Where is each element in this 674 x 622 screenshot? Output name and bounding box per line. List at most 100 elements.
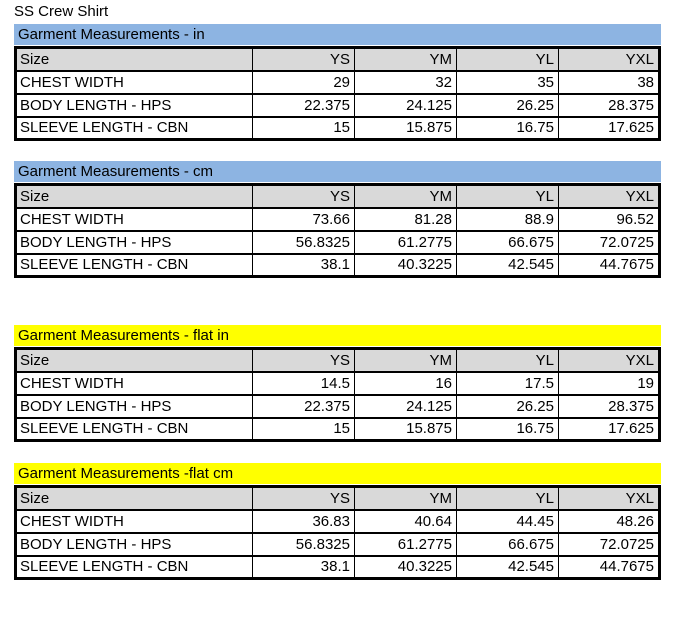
measurement-value: 42.545 bbox=[456, 252, 559, 278]
column-header-yxl: YXL bbox=[558, 347, 660, 373]
measurement-value: 15.875 bbox=[354, 115, 457, 141]
measurement-value: 16.75 bbox=[456, 416, 559, 442]
table-row: BODY LENGTH - HPS 22.375 24.125 26.25 28.375 bbox=[15, 393, 660, 419]
measurement-value: 24.125 bbox=[354, 92, 457, 118]
measurement-value: 42.545 bbox=[456, 554, 559, 580]
page-title: SS Crew Shirt bbox=[14, 3, 109, 20]
table-row: SLEEVE LENGTH - CBN 15 15.875 16.75 17.625 bbox=[15, 115, 660, 141]
column-header-size: Size bbox=[15, 347, 253, 373]
measurement-value: 28.375 bbox=[558, 92, 660, 118]
table-row: SLEEVE LENGTH - CBN 38.1 40.3225 42.545 44.7… bbox=[15, 252, 660, 278]
measurement-value: 22.375 bbox=[252, 393, 355, 419]
measurement-value: 28.375 bbox=[558, 393, 660, 419]
column-header-size: Size bbox=[15, 485, 253, 511]
measurement-value: 36.83 bbox=[252, 508, 355, 534]
measurement-value: 56.8325 bbox=[252, 531, 355, 557]
table-row: SLEEVE LENGTH - CBN 38.1 40.3225 42.545 44.7… bbox=[15, 554, 660, 580]
measurement-value: 16 bbox=[354, 370, 457, 396]
measurement-value: 26.25 bbox=[456, 92, 559, 118]
measurement-value: 96.52 bbox=[558, 206, 660, 232]
measurement-value: 61.2775 bbox=[354, 229, 457, 255]
table-row: BODY LENGTH - HPS 22.375 24.125 26.25 28.375 bbox=[15, 92, 660, 118]
table-title-banner: Garment Measurements - cm bbox=[14, 161, 661, 182]
table-header-row: Size YS YM YL YXL bbox=[15, 183, 660, 209]
table-row: CHEST WIDTH 73.66 81.28 88.9 96.52 bbox=[15, 206, 660, 232]
measurement-label: SLEEVE LENGTH - CBN bbox=[15, 115, 253, 141]
table-header-row: Size YS YM YL YXL bbox=[15, 46, 660, 72]
measurement-value: 66.675 bbox=[456, 229, 559, 255]
column-header-ym: YM bbox=[354, 46, 457, 72]
column-header-ys: YS bbox=[252, 347, 355, 373]
measurement-value: 19 bbox=[558, 370, 660, 396]
column-header-ys: YS bbox=[252, 485, 355, 511]
column-header-ym: YM bbox=[354, 485, 457, 511]
measurement-table: Size YS YM YL YXL CHEST WIDTH 73.66 81.28 88.9… bbox=[14, 183, 661, 278]
measurement-label: SLEEVE LENGTH - CBN bbox=[15, 416, 253, 442]
measurement-value: 72.0725 bbox=[558, 531, 660, 557]
measurement-value: 44.7675 bbox=[558, 252, 660, 278]
table-title-banner: Garment Measurements - flat in bbox=[14, 325, 661, 346]
column-header-ym: YM bbox=[354, 347, 457, 373]
measurement-label: SLEEVE LENGTH - CBN bbox=[15, 252, 253, 278]
measurement-section: Garment Measurements - in Size YS YM YL YXL… bbox=[14, 24, 661, 141]
measurement-value: 73.66 bbox=[252, 206, 355, 232]
measurement-value: 17.625 bbox=[558, 115, 660, 141]
measurement-section: Garment Measurements - flat in Size YS YM… bbox=[14, 325, 661, 442]
measurement-value: 48.26 bbox=[558, 508, 660, 534]
column-header-yl: YL bbox=[456, 485, 559, 511]
measurement-value: 15 bbox=[252, 115, 355, 141]
measurement-value: 35 bbox=[456, 69, 559, 95]
measurement-value: 15.875 bbox=[354, 416, 457, 442]
measurement-table: Size YS YM YL YXL CHEST WIDTH 14.5 16 17.5 19 BO… bbox=[14, 347, 661, 442]
measurement-value: 81.28 bbox=[354, 206, 457, 232]
column-header-size: Size bbox=[15, 183, 253, 209]
table-row: SLEEVE LENGTH - CBN 15 15.875 16.75 17.625 bbox=[15, 416, 660, 442]
table-title-banner: Garment Measurements -flat cm bbox=[14, 463, 661, 484]
column-header-ys: YS bbox=[252, 46, 355, 72]
measurement-value: 24.125 bbox=[354, 393, 457, 419]
measurement-label: BODY LENGTH - HPS bbox=[15, 393, 253, 419]
column-header-yl: YL bbox=[456, 46, 559, 72]
column-header-size: Size bbox=[15, 46, 253, 72]
measurement-table: Size YS YM YL YXL CHEST WIDTH 36.83 40.64 44.4… bbox=[14, 485, 661, 580]
measurement-value: 56.8325 bbox=[252, 229, 355, 255]
measurement-label: CHEST WIDTH bbox=[15, 206, 253, 232]
measurement-value: 38.1 bbox=[252, 554, 355, 580]
table-title-banner: Garment Measurements - in bbox=[14, 24, 661, 45]
column-header-yl: YL bbox=[456, 347, 559, 373]
table-row: CHEST WIDTH 36.83 40.64 44.45 48.26 bbox=[15, 508, 660, 534]
table-header-row: Size YS YM YL YXL bbox=[15, 347, 660, 373]
measurement-value: 14.5 bbox=[252, 370, 355, 396]
table-header-row: Size YS YM YL YXL bbox=[15, 485, 660, 511]
table-row: CHEST WIDTH 29 32 35 38 bbox=[15, 69, 660, 95]
measurement-label: CHEST WIDTH bbox=[15, 370, 253, 396]
measurement-table: Size YS YM YL YXL CHEST WIDTH 29 32 35 38 BODY L… bbox=[14, 46, 661, 141]
measurement-value: 40.64 bbox=[354, 508, 457, 534]
measurement-value: 29 bbox=[252, 69, 355, 95]
measurement-label: CHEST WIDTH bbox=[15, 69, 253, 95]
measurement-value: 38.1 bbox=[252, 252, 355, 278]
column-header-yl: YL bbox=[456, 183, 559, 209]
measurement-value: 17.625 bbox=[558, 416, 660, 442]
measurement-value: 40.3225 bbox=[354, 252, 457, 278]
measurement-value: 72.0725 bbox=[558, 229, 660, 255]
measurement-label: BODY LENGTH - HPS bbox=[15, 229, 253, 255]
table-row: BODY LENGTH - HPS 56.8325 61.2775 66.675 72.… bbox=[15, 531, 660, 557]
measurement-value: 40.3225 bbox=[354, 554, 457, 580]
measurement-value: 15 bbox=[252, 416, 355, 442]
measurement-value: 88.9 bbox=[456, 206, 559, 232]
measurement-label: SLEEVE LENGTH - CBN bbox=[15, 554, 253, 580]
column-header-yxl: YXL bbox=[558, 485, 660, 511]
measurement-section: Garment Measurements - cm Size YS YM YL YXL… bbox=[14, 161, 661, 278]
measurement-value: 22.375 bbox=[252, 92, 355, 118]
measurement-value: 66.675 bbox=[456, 531, 559, 557]
column-header-yxl: YXL bbox=[558, 183, 660, 209]
measurement-value: 17.5 bbox=[456, 370, 559, 396]
measurement-value: 38 bbox=[558, 69, 660, 95]
measurement-value: 32 bbox=[354, 69, 457, 95]
measurement-label: BODY LENGTH - HPS bbox=[15, 92, 253, 118]
measurement-value: 61.2775 bbox=[354, 531, 457, 557]
measurement-value: 44.7675 bbox=[558, 554, 660, 580]
measurement-value: 16.75 bbox=[456, 115, 559, 141]
column-header-yxl: YXL bbox=[558, 46, 660, 72]
